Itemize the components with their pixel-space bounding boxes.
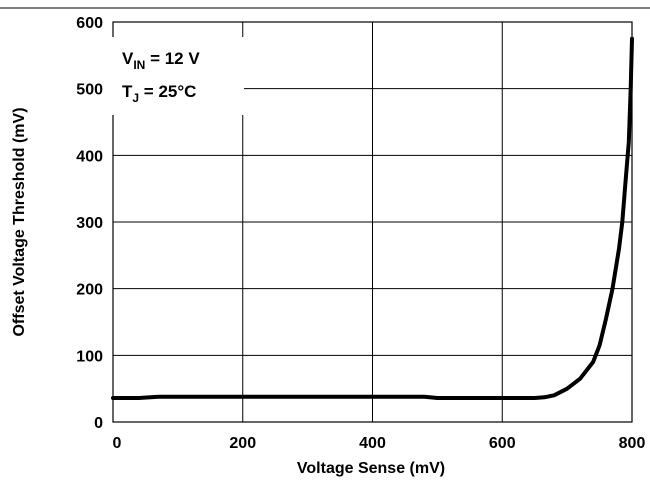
series-line: [111, 36, 634, 400]
annotation-box: [112, 37, 244, 115]
x-axis-ticks: 0 200 400 600 800: [113, 435, 646, 452]
x-tick-label: 600: [489, 435, 516, 452]
annotation-tj: TJ = 25°C: [122, 82, 196, 105]
y-axis-label: Offset Voltage Threshold (mV): [11, 107, 28, 336]
x-tick-label: 400: [359, 435, 386, 452]
y-tick-label: 600: [76, 15, 103, 32]
x-tick-label: 0: [113, 435, 122, 452]
y-tick-label: 400: [76, 148, 103, 165]
x-axis-label: Voltage Sense (mV): [297, 460, 445, 477]
y-tick-label: 300: [76, 215, 103, 232]
plot-frame: [112, 21, 633, 423]
y-axis-ticks: 0 100 200 300 400 500 600: [76, 15, 103, 432]
annotation-vin: VIN = 12 V: [122, 49, 200, 72]
y-tick-label: 0: [94, 415, 103, 432]
x-tick-label: 200: [229, 435, 256, 452]
y-tick-label: 500: [76, 82, 103, 99]
y-tick-label: 100: [76, 348, 103, 365]
y-tick-label: 200: [76, 282, 103, 299]
x-tick-label: 800: [619, 435, 646, 452]
